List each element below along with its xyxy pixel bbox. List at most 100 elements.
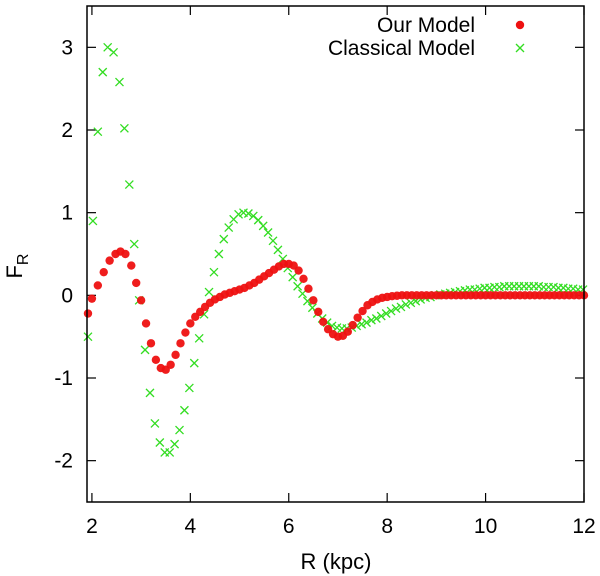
- data-point-our-model: [121, 249, 130, 259]
- data-point-classical-model: [103, 42, 113, 52]
- data-point-classical-model: [209, 267, 219, 277]
- data-point-classical-model: [263, 228, 273, 237]
- data-point-classical-model: [98, 67, 108, 77]
- data-point-classical-model: [194, 333, 204, 343]
- data-point-classical-model: [214, 249, 224, 259]
- data-point-our-model: [136, 296, 146, 305]
- data-point-classical-model: [234, 209, 244, 219]
- data-point-classical-model: [83, 332, 93, 342]
- data-point-classical-model: [396, 302, 406, 312]
- legend-label-our-model: Our Model: [377, 14, 475, 37]
- series-our-model: [83, 247, 589, 374]
- y-tick-label: 2: [61, 119, 73, 142]
- data-point-classical-model: [381, 309, 391, 318]
- data-point-classical-model: [204, 287, 214, 297]
- data-point-classical-model: [362, 318, 371, 328]
- x-tick-label: 6: [283, 515, 295, 538]
- y-tick-label: -2: [54, 450, 73, 473]
- data-point-classical-model: [115, 77, 124, 87]
- data-point-classical-model: [366, 315, 376, 325]
- data-point-classical-model: [243, 209, 253, 218]
- data-point-our-model: [186, 319, 195, 328]
- data-point-classical-model: [258, 221, 268, 231]
- data-point-classical-model: [189, 358, 199, 368]
- data-point-classical-model: [165, 447, 175, 457]
- x-tick-label: 2: [86, 515, 98, 538]
- data-point-our-model: [314, 307, 323, 317]
- data-point-our-model: [166, 360, 175, 369]
- y-tick-labels: -2 -1 0 1 2 3: [54, 36, 73, 472]
- data-point-classical-model: [155, 438, 165, 447]
- x-axis-label: R (kpc): [301, 549, 372, 574]
- data-point-classical-model: [88, 216, 98, 226]
- data-point-our-model: [171, 350, 180, 360]
- data-point-classical-model: [150, 419, 160, 428]
- legend-marker-our-model: [515, 20, 525, 30]
- data-point-classical-model: [376, 311, 386, 321]
- data-point-our-model: [343, 327, 353, 336]
- legend-cross: [515, 43, 525, 53]
- data-point-our-model: [146, 339, 156, 348]
- data-point-classical-model: [124, 180, 134, 190]
- data-point-our-model: [348, 320, 357, 330]
- data-point-classical-model: [179, 405, 189, 415]
- series-classical-model: [83, 42, 588, 457]
- data-point-our-model: [83, 309, 93, 318]
- data-point-classical-model: [119, 123, 129, 133]
- data-point-classical-model: [224, 223, 234, 233]
- data-point-our-model: [93, 281, 103, 290]
- data-point-classical-model: [170, 439, 180, 449]
- tick-marks: [87, 6, 585, 502]
- x-tick-label: 10: [474, 515, 497, 538]
- legend-dot: [515, 20, 525, 30]
- x-tick-labels: 2 4 6 8 10 12: [86, 515, 596, 538]
- data-point-our-model: [105, 256, 114, 265]
- data-point-our-model: [132, 278, 141, 288]
- y-tick-label: 0: [61, 284, 73, 307]
- data-point-classical-model: [293, 281, 303, 291]
- legend-label-classical-model: Classical Model: [328, 37, 475, 60]
- data-point-our-model: [318, 317, 328, 326]
- y-tick-label: 3: [61, 36, 73, 59]
- y-axis-label-main: F: [2, 265, 27, 278]
- data-point-our-model: [99, 267, 108, 277]
- data-point-classical-model: [386, 306, 396, 316]
- data-point-classical-model: [219, 234, 229, 244]
- y-axis-label-subscript: R: [15, 253, 32, 265]
- data-point-our-model: [151, 355, 161, 365]
- x-tick-label: 4: [184, 515, 196, 538]
- data-point-classical-model: [109, 47, 119, 57]
- data-point-classical-model: [401, 299, 411, 309]
- y-axis-label: FR: [2, 253, 32, 278]
- data-point-our-model: [358, 306, 367, 316]
- data-point-our-model: [304, 284, 313, 293]
- y-tick-label: 1: [61, 202, 73, 225]
- data-point-our-model: [87, 294, 97, 303]
- data-point-classical-model: [140, 345, 150, 355]
- plot-frame: [86, 5, 585, 503]
- data-point-classical-model: [145, 388, 155, 398]
- x-tick-label: 8: [381, 515, 393, 538]
- data-point-our-model: [181, 328, 190, 337]
- data-point-our-model: [127, 261, 136, 270]
- data-point-classical-model: [93, 127, 103, 137]
- data-point-classical-model: [406, 298, 416, 308]
- data-point-classical-model: [391, 304, 401, 314]
- data-point-our-model: [353, 313, 362, 322]
- data-point-our-model: [309, 296, 318, 305]
- data-point-our-model: [176, 339, 185, 348]
- legend: Our Model Classical Model: [328, 14, 525, 60]
- data-point-our-model: [141, 319, 151, 328]
- data-point-our-model: [294, 266, 303, 275]
- data-point-classical-model: [184, 383, 194, 393]
- data-point-classical-model: [371, 314, 381, 323]
- data-point-our-model: [299, 274, 308, 283]
- data-point-classical-model: [268, 236, 278, 246]
- legend-marker-classical-model: [515, 43, 525, 53]
- data-point-classical-model: [288, 272, 298, 282]
- x-tick-label: 12: [572, 515, 595, 538]
- data-point-classical-model: [175, 425, 184, 435]
- data-point-classical-model: [129, 239, 139, 249]
- y-tick-label: -1: [54, 367, 73, 390]
